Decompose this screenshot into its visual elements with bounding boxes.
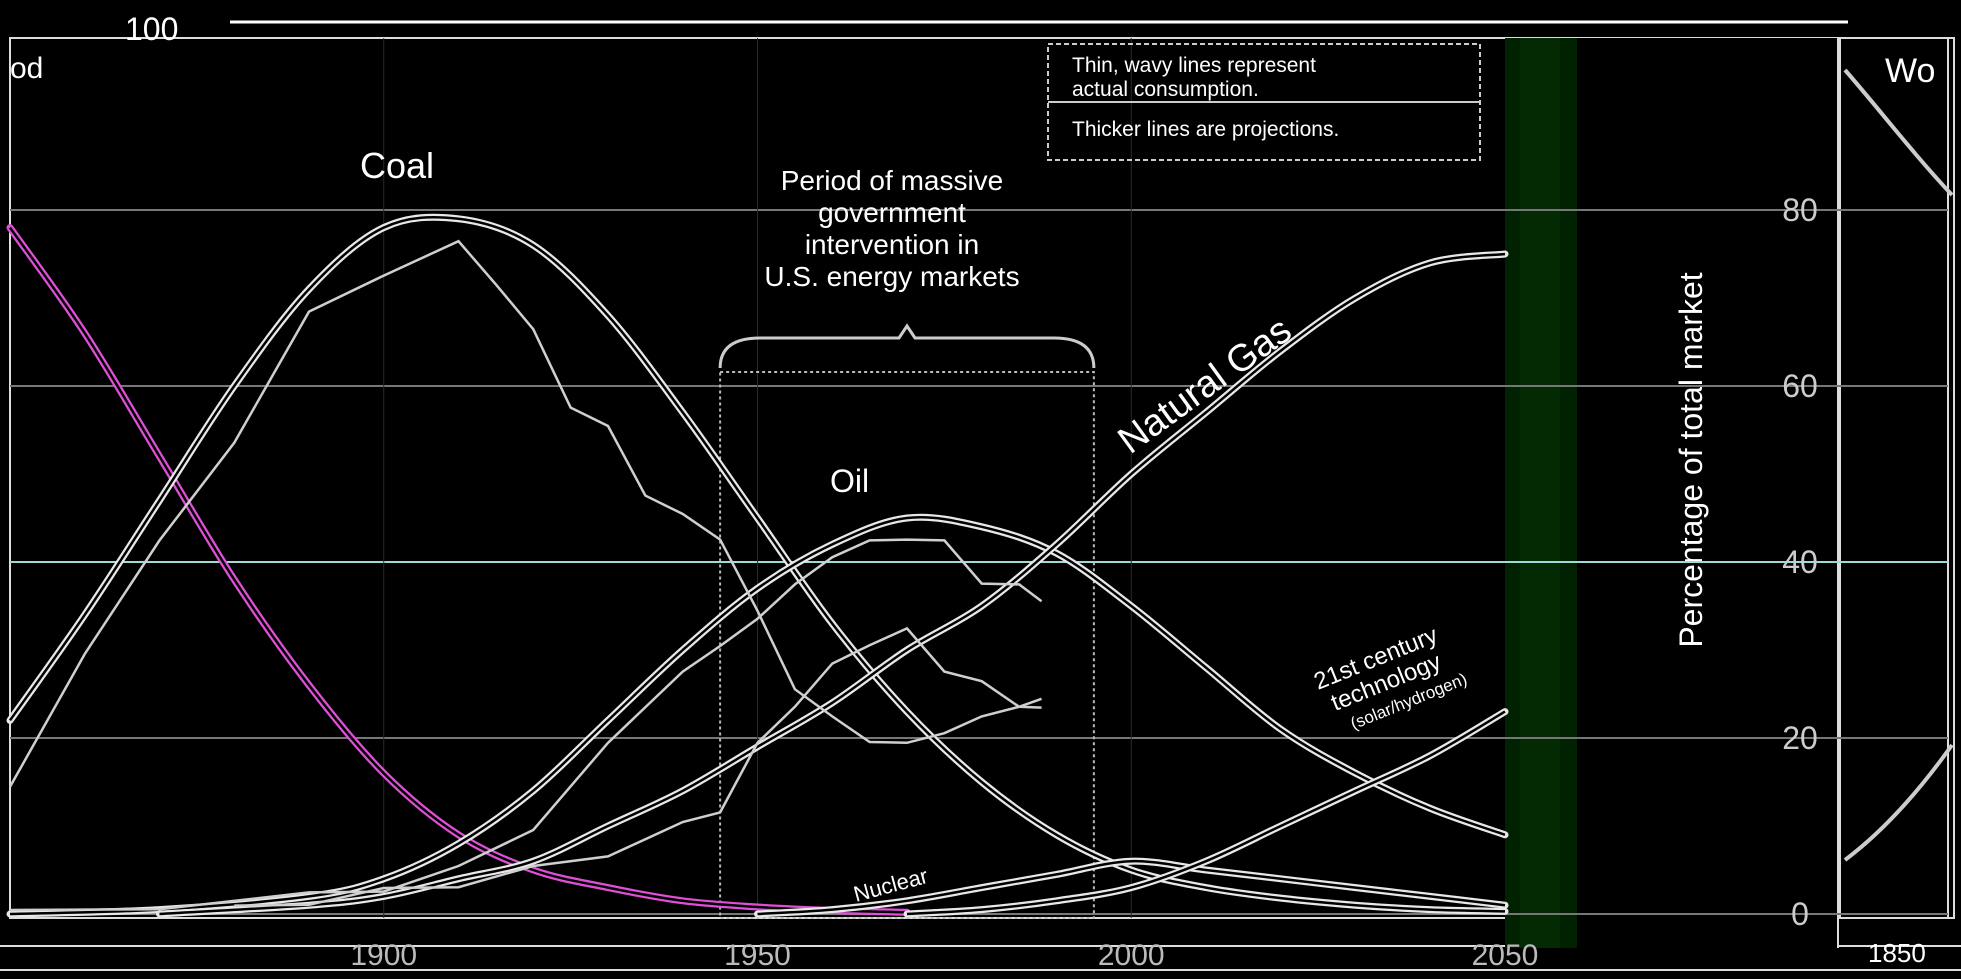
period-label-line-4: U.S. energy markets (764, 261, 1019, 292)
period-label-line-1: Period of massive (781, 165, 1004, 196)
period-label-line-3: intervention in (805, 229, 979, 260)
series-line-core-21st-century-technology-solar-hydrogen (906, 710, 1506, 916)
gridlines (10, 38, 1948, 918)
y-tick-40: 40 (1782, 544, 1818, 580)
legend-line-1: Thin, wavy lines represent (1072, 54, 1316, 77)
mini-panel-curve-bottom (1843, 743, 1954, 862)
top-tick-label: 100 (125, 11, 178, 47)
series-line-core-wood (8, 226, 908, 914)
mini-panel-label: Wo (1885, 52, 1935, 90)
x-tick-1900: 1900 (350, 939, 417, 972)
mini-panel-frame (1839, 37, 1955, 919)
oil-label: Oil (830, 463, 869, 499)
y-axis-ticks: 0 20 40 60 80 (1782, 192, 1818, 932)
legend: Thin, wavy lines represent actual consum… (1047, 43, 1481, 161)
x-axis-ticks: 1900 1950 2000 2050 (350, 939, 1538, 972)
y-tick-20: 20 (1782, 720, 1818, 756)
series-line-coal-actual (8, 239, 1042, 788)
x-tick-1950: 1950 (724, 939, 791, 972)
separator-strip-inner (1520, 38, 1560, 948)
series-line-core-coal (8, 215, 1506, 913)
wood-label: od (10, 52, 43, 85)
x-tick-2000: 2000 (1098, 939, 1165, 972)
period-label-line-2: government (818, 197, 966, 228)
y-tick-60: 60 (1782, 368, 1818, 404)
y-tick-0: 0 (1791, 896, 1809, 932)
period-label: Period of massive government interventio… (764, 165, 1019, 292)
x-tick-2050: 2050 (1472, 939, 1539, 972)
series-line-core-natural-gas (159, 252, 1506, 916)
y-tick-80: 80 (1782, 192, 1818, 228)
legend-line-2: actual consumption. (1072, 78, 1259, 101)
series-lines (6, 213, 1509, 918)
series-line-core-nuclear (757, 859, 1506, 916)
right-axis-panel (1577, 38, 1837, 948)
mini-panel-curve-top (1843, 68, 1954, 197)
coal-label: Coal (360, 145, 434, 186)
legend-line-3: Thicker lines are projections. (1072, 118, 1339, 141)
series-line-natural-gas-actual (234, 626, 1042, 907)
y-axis-label: Percentage of total market (1673, 272, 1709, 647)
period-brace (718, 323, 1096, 369)
mini-panel-tick: 1850 (1868, 938, 1926, 968)
series-line-core-oil (9, 516, 1506, 916)
